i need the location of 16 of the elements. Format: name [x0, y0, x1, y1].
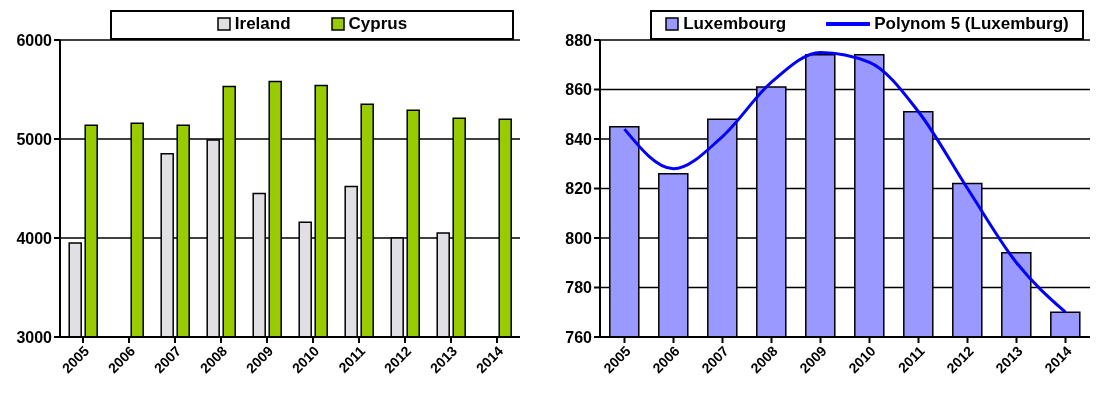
y-tick-label: 860 — [565, 81, 593, 99]
legend-label: Luxembourg — [682, 14, 787, 34]
legend-label: Cyprus — [347, 14, 408, 34]
y-tick-label: 6000 — [16, 31, 53, 49]
y-tick-label: 840 — [565, 130, 593, 148]
y-tick-label: 800 — [565, 229, 593, 247]
y-tick-label: 5000 — [16, 130, 53, 148]
y-tick-label: 3000 — [16, 328, 53, 346]
y-tick-label: 820 — [565, 180, 593, 198]
y-tick-label: 760 — [565, 328, 593, 346]
line-series — [623, 50, 1067, 314]
y-tick-label: 880 — [565, 31, 593, 49]
legend-label: Ireland — [233, 14, 291, 34]
legend-label: Polynom 5 (Luxemburg) — [873, 14, 1069, 34]
y-tick-label: 780 — [565, 279, 593, 297]
y-tick-label: 4000 — [16, 229, 53, 247]
